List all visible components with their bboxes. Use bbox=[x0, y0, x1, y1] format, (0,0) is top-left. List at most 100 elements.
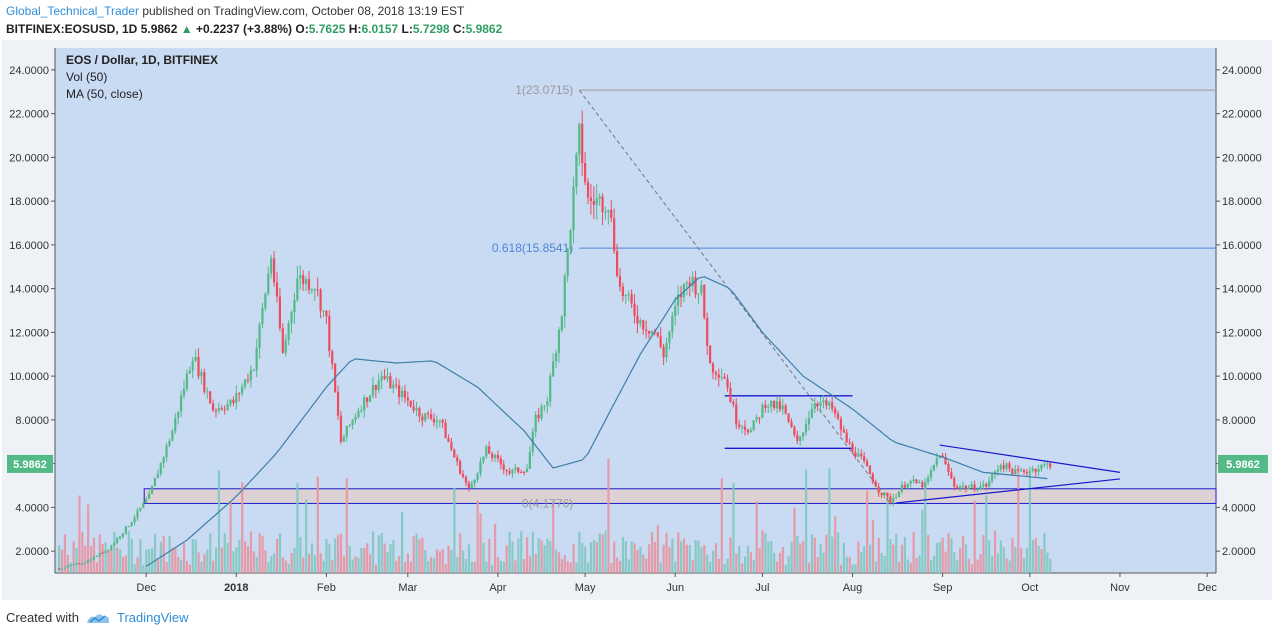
volume-bar bbox=[523, 558, 526, 573]
candle-down bbox=[645, 329, 648, 331]
volume-bar bbox=[996, 553, 1000, 573]
candle-up bbox=[1020, 469, 1023, 471]
candle-up bbox=[682, 283, 686, 298]
candle-up bbox=[168, 440, 171, 446]
candle-up bbox=[304, 279, 308, 285]
candle-down bbox=[711, 363, 715, 373]
volume-bar bbox=[334, 538, 337, 573]
triangle-upper-line[interactable] bbox=[939, 444, 1121, 473]
volume-bar bbox=[993, 530, 997, 573]
volume-bar bbox=[796, 535, 799, 573]
candle-down bbox=[592, 201, 595, 205]
volume-bar bbox=[322, 560, 325, 573]
volume-bar bbox=[1008, 560, 1011, 573]
volume-bar bbox=[560, 559, 564, 573]
volume-bar bbox=[816, 557, 819, 573]
volume-bar bbox=[534, 553, 537, 573]
candle-down bbox=[816, 403, 819, 406]
legend-volume: Vol (50) bbox=[66, 70, 108, 84]
candle-down bbox=[729, 387, 732, 402]
volume-bar bbox=[845, 556, 848, 573]
candle-down bbox=[302, 275, 305, 285]
candle-up bbox=[243, 379, 247, 387]
candle-up bbox=[918, 482, 921, 484]
up-arrow-icon: ▲ bbox=[180, 22, 193, 36]
candle-up bbox=[627, 294, 630, 296]
candle-up bbox=[342, 436, 345, 442]
candle-up bbox=[194, 357, 197, 362]
candle-up bbox=[572, 186, 575, 231]
volume-bar bbox=[729, 537, 732, 573]
candle-down bbox=[467, 482, 470, 489]
volume-bar bbox=[444, 563, 447, 573]
volume-bar bbox=[555, 549, 558, 573]
x-tick-label: Nov bbox=[1110, 582, 1130, 594]
candle-down bbox=[209, 391, 212, 404]
y-tick-label-right: 14.0000 bbox=[1222, 284, 1262, 296]
volume-bar bbox=[871, 520, 875, 573]
volume-bar bbox=[66, 555, 69, 573]
triangle-lower-line[interactable] bbox=[896, 478, 1120, 504]
volume-bar bbox=[589, 542, 593, 573]
candle-down bbox=[732, 401, 735, 405]
volume-bar bbox=[828, 468, 831, 573]
volume-bar bbox=[130, 538, 133, 573]
candle-up bbox=[578, 123, 581, 155]
candle-down bbox=[613, 218, 616, 252]
candle-up bbox=[938, 455, 941, 459]
candle-down bbox=[520, 471, 523, 473]
volume-bar bbox=[232, 551, 235, 573]
support-zone[interactable] bbox=[143, 488, 1217, 504]
candle-up bbox=[697, 293, 700, 295]
volume-bar bbox=[241, 482, 244, 573]
volume-bar bbox=[302, 557, 305, 573]
volume-bar bbox=[805, 469, 808, 573]
candle-down bbox=[1049, 463, 1052, 468]
y-tick-label-right: 10.0000 bbox=[1222, 371, 1262, 383]
candle-up bbox=[182, 388, 186, 396]
volume-bar bbox=[694, 540, 697, 573]
volume-bar bbox=[889, 539, 892, 573]
volume-bar bbox=[900, 544, 904, 573]
candle-up bbox=[255, 348, 258, 371]
candle-up bbox=[979, 486, 982, 490]
candle-down bbox=[272, 258, 276, 283]
tradingview-brand-link[interactable]: TradingView bbox=[116, 610, 189, 625]
x-tick-label: Jul bbox=[755, 582, 769, 594]
volume-bar bbox=[453, 488, 456, 573]
candle-down bbox=[427, 413, 430, 415]
volume-bar bbox=[587, 562, 590, 573]
candle-down bbox=[656, 332, 659, 337]
volume-bar bbox=[752, 560, 755, 573]
candle-up bbox=[528, 451, 531, 469]
candle-up bbox=[770, 400, 773, 407]
volume-bar bbox=[124, 555, 128, 573]
candle-down bbox=[418, 407, 421, 417]
candle-up bbox=[142, 502, 145, 508]
volume-bar bbox=[595, 541, 598, 573]
candle-up bbox=[92, 556, 95, 560]
candle-up bbox=[322, 310, 325, 312]
candle-down bbox=[615, 251, 619, 276]
volume-bar bbox=[278, 533, 282, 573]
volume-bar bbox=[991, 556, 994, 573]
volume-bar bbox=[709, 561, 712, 573]
author-link[interactable]: Global_Technical_Trader bbox=[6, 4, 139, 18]
legend-ma: MA (50, close) bbox=[66, 87, 143, 101]
volume-bar bbox=[546, 538, 549, 573]
volume-bar bbox=[979, 554, 982, 573]
candle-up bbox=[552, 361, 555, 377]
price-chart[interactable]: 2.00002.00004.00004.00006.00006.00008.00… bbox=[2, 40, 1272, 600]
volume-bar bbox=[543, 545, 546, 573]
candle-up bbox=[525, 468, 529, 473]
candle-down bbox=[447, 438, 450, 442]
volume-bar bbox=[249, 531, 253, 573]
volume-bar bbox=[270, 556, 273, 573]
tradingview-logo-icon[interactable] bbox=[85, 611, 111, 625]
candle-up bbox=[185, 373, 188, 389]
candle-down bbox=[796, 434, 799, 441]
volume-bar bbox=[906, 559, 909, 573]
candle-down bbox=[706, 317, 709, 346]
close-label: C: bbox=[452, 22, 466, 36]
volume-bar bbox=[383, 543, 386, 573]
